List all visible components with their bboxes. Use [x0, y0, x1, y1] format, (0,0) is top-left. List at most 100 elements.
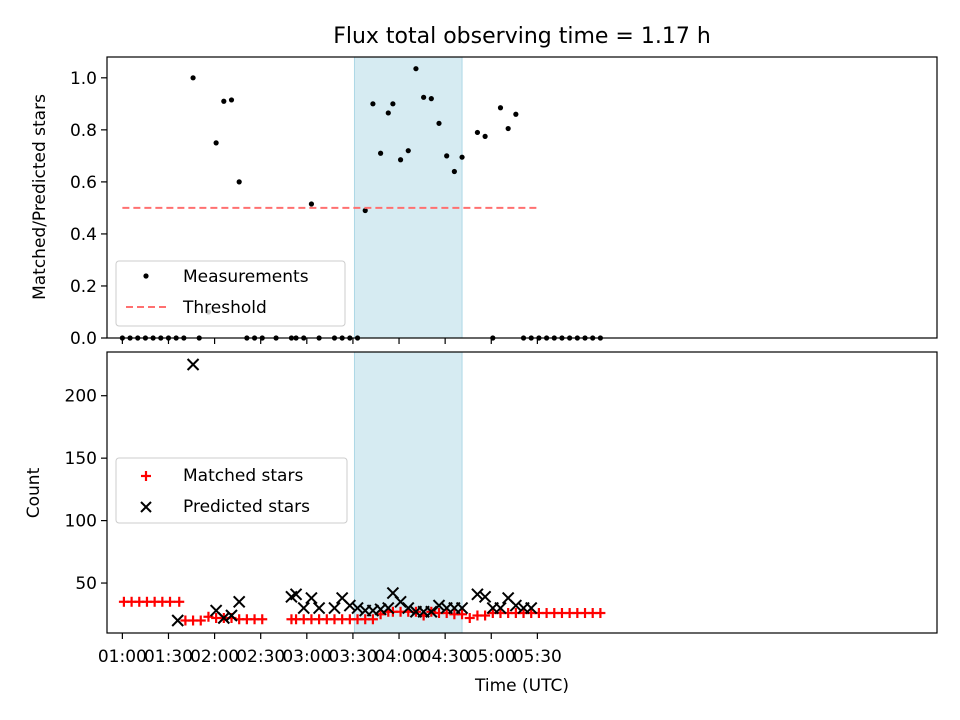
bottom-predicted-points [171, 358, 538, 627]
predicted-point [305, 591, 318, 605]
y-tick-label: 200 [65, 387, 97, 407]
matched-point [165, 596, 176, 607]
top-y-axis-label: Matched/Predicted stars [30, 94, 50, 300]
predicted-point [351, 601, 364, 615]
y-tick-label: 0.2 [70, 277, 97, 297]
x-tick-label: 01:00 [98, 647, 147, 667]
top-legend: Measurements Threshold [115, 260, 346, 327]
predicted-point [471, 588, 484, 601]
measurement-point [413, 66, 419, 72]
predicted-point [186, 358, 200, 371]
predicted-point [425, 605, 438, 618]
legend-measurements-label: Measurements [183, 267, 309, 287]
matched-point [464, 613, 475, 624]
legend-measurements-marker [143, 273, 149, 279]
measurement-point [513, 111, 519, 117]
measurement-point [236, 179, 242, 185]
predicted-point [171, 614, 184, 627]
top-x-ticks [121, 338, 538, 344]
measurement-point [451, 168, 457, 175]
shaded-span [353, 56, 463, 339]
measurement-point [459, 154, 465, 160]
x-tick-label: 02:30 [236, 647, 285, 667]
legend-threshold-label: Threshold [182, 298, 267, 318]
matched-point [174, 596, 185, 607]
bottom-legend: Matched stars Predicted stars [115, 457, 348, 524]
bottom-y-ticks: 50 100 150 200 [65, 387, 107, 594]
matched-point [257, 614, 268, 625]
y-tick-label: 100 [65, 512, 97, 532]
x-tick-label: 04:00 [375, 647, 424, 667]
measurement-point [385, 110, 391, 116]
legend-matched-marker [141, 471, 151, 481]
legend-predicted-marker [140, 501, 152, 513]
predicted-point [432, 599, 446, 612]
chart-title: Flux total observing time = 1.17 h [333, 24, 711, 49]
bottom-axes-frame [106, 351, 938, 634]
y-tick-label: 150 [65, 449, 97, 469]
bottom-y-axis-label: Count [24, 467, 44, 518]
matched-point [367, 614, 378, 625]
x-tick-label: 03:00 [282, 647, 331, 667]
predicted-point [225, 609, 238, 622]
matched-point [480, 610, 491, 621]
top-legend-box [115, 260, 346, 327]
predicted-point [232, 595, 246, 608]
top-shaded-region [353, 56, 463, 339]
predicted-point [402, 601, 415, 615]
x-tick-label: 05:30 [513, 647, 562, 667]
measurement-point [444, 153, 450, 159]
predicted-point [382, 601, 395, 615]
measurement-point [308, 201, 315, 207]
y-tick-label: 0.0 [70, 329, 97, 349]
x-tick-label: 04:30 [421, 647, 470, 667]
predicted-point [525, 601, 538, 615]
shaded-span [353, 351, 463, 634]
measurement-point [213, 140, 219, 146]
matched-point [457, 609, 468, 620]
measurement-point [390, 101, 396, 107]
measurement-point [362, 207, 368, 214]
measurement-point [228, 97, 235, 103]
legend-predicted-label: Predicted stars [183, 497, 310, 517]
measurement-point [474, 129, 481, 136]
measurement-point [497, 105, 504, 111]
y-tick-label: 0.4 [70, 225, 97, 245]
measurement-point [370, 101, 376, 107]
predicted-point [312, 601, 326, 615]
measurement-point [190, 75, 196, 81]
bottom-shaded-region [353, 351, 463, 634]
bottom-x-ticks: 01:0001:3002:0002:3003:0003:3004:0004:30… [98, 633, 562, 667]
x-axis-label: Time (UTC) [474, 676, 569, 696]
predicted-point [217, 611, 231, 625]
predicted-point [343, 599, 357, 612]
predicted-point [297, 601, 310, 615]
y-tick-label: 1.0 [70, 69, 97, 89]
predicted-point [455, 601, 469, 615]
predicted-point [328, 601, 341, 615]
x-tick-label: 01:30 [144, 647, 193, 667]
y-tick-label: 0.8 [70, 121, 97, 141]
y-tick-label: 0.6 [70, 173, 97, 193]
predicted-point [394, 595, 407, 608]
measurement-point [505, 125, 511, 132]
predicted-point [494, 601, 507, 615]
predicted-point [509, 599, 523, 612]
measurement-point [436, 120, 442, 126]
top-y-ticks: 0.0 0.2 0.4 0.6 0.8 1.0 [70, 69, 107, 349]
matched-point [203, 611, 214, 622]
predicted-point [289, 588, 303, 601]
measurement-point [405, 148, 411, 154]
matched-point [195, 615, 206, 626]
x-tick-label: 03:30 [328, 647, 377, 667]
predicted-point [478, 590, 492, 603]
y-tick-label: 50 [75, 574, 97, 594]
measurement-point [397, 157, 404, 163]
x-tick-label: 02:00 [190, 647, 239, 667]
measurement-point [221, 98, 227, 104]
measurement-point [482, 133, 488, 139]
bottom-legend-box [115, 457, 348, 524]
measurement-point [377, 150, 384, 156]
top-axes-frame [106, 56, 938, 339]
